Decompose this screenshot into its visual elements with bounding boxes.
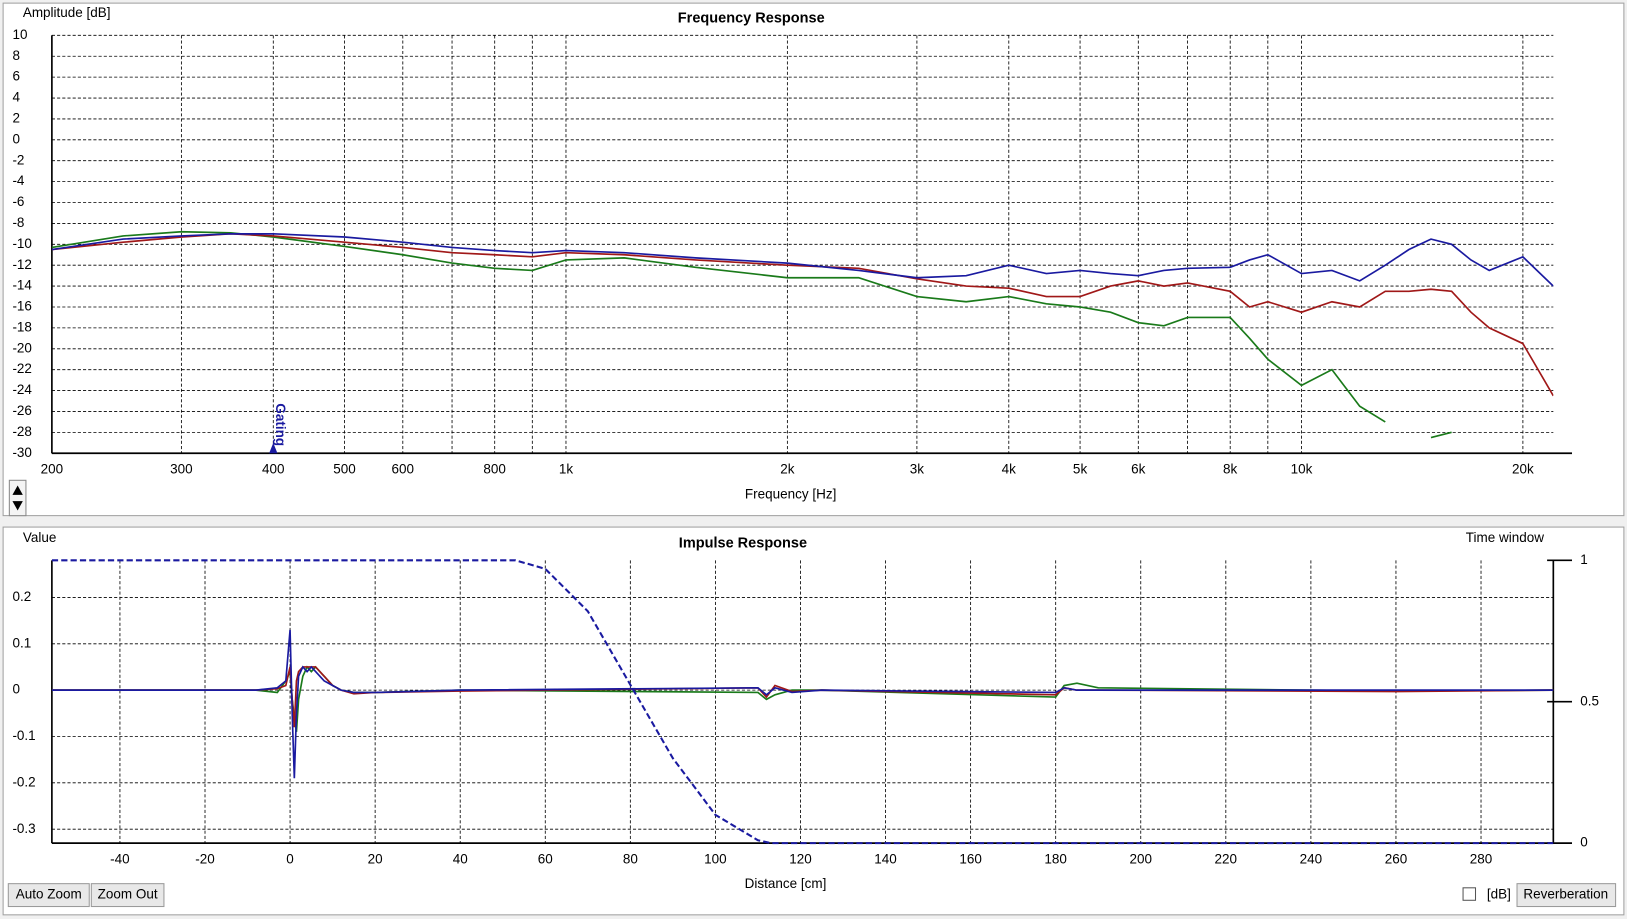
x-tick-label: 0 [286, 851, 294, 866]
y-tick-label: 10 [12, 27, 27, 42]
x-tick-label: 60 [538, 851, 553, 866]
button-frame [7, 883, 90, 908]
y-tick-label: 2 [12, 110, 20, 125]
db-checkbox[interactable]: [dB] [1462, 887, 1511, 902]
y-tick-label: -16 [12, 299, 31, 314]
y-tick-label: 4 [12, 90, 20, 105]
x-tick-label: 4k [1002, 461, 1016, 476]
x-tick-label: 240 [1300, 851, 1323, 866]
y-tick-label: -12 [12, 257, 31, 272]
x-tick-label: 180 [1044, 851, 1067, 866]
response-line [51, 233, 1554, 287]
x-tick-label: 120 [789, 851, 812, 866]
x-tick-label: -20 [195, 851, 214, 866]
button-label: Zoom Out [98, 887, 158, 902]
y2-tick-label: 1 [1580, 552, 1588, 567]
y-tick-label: -8 [12, 215, 24, 230]
y-tick-label: -0.1 [12, 728, 35, 743]
y-tick-label: 0 [12, 682, 20, 697]
x-tick-label: -40 [110, 851, 129, 866]
y-tick-label: -6 [12, 194, 24, 209]
spin-arrows [12, 485, 23, 511]
x-tick-label: 6k [1131, 461, 1145, 476]
impulse-panel [2, 526, 1625, 916]
y2-axis-label: Time window [1466, 530, 1544, 545]
y-tick-label: 0 [12, 131, 20, 146]
y-tick-label: 8 [12, 48, 20, 63]
x-tick-label: 20 [368, 851, 383, 866]
y-tick-label: -4 [12, 173, 24, 188]
checkbox [1462, 887, 1477, 901]
y-tick-label: 0.2 [12, 589, 31, 604]
x-tick-label: 280 [1470, 851, 1493, 866]
y-tick-label: -30 [12, 445, 31, 460]
x-tick-label: 5k [1073, 461, 1087, 476]
x-tick-label: 200 [1129, 851, 1152, 866]
y-axis-label: Amplitude [dB] [23, 5, 111, 20]
x-tick-label: 80 [623, 851, 638, 866]
frequency-panel [2, 2, 1625, 517]
y-tick-label: 0.1 [12, 635, 31, 650]
y-tick-label: -20 [12, 340, 31, 355]
y-tick-label: -24 [12, 382, 32, 397]
x-tick-label: 10k [1291, 461, 1313, 476]
x-tick-label: 800 [483, 461, 506, 476]
y-tick-label: -14 [12, 278, 32, 293]
chart-title: Frequency Response [678, 11, 825, 27]
x-tick-label: 100 [704, 851, 727, 866]
y-tick-label: 6 [12, 69, 20, 84]
y2-tick-label: 0 [1580, 835, 1588, 850]
x-tick-label: 300 [170, 461, 193, 476]
response-line [51, 629, 1554, 779]
x-tick-label: 1k [559, 461, 573, 476]
y-tick-label: -28 [12, 424, 31, 439]
x-tick-label: 500 [333, 461, 356, 476]
gating-marker [269, 442, 278, 454]
x-axis-label: Distance [cm] [745, 876, 827, 891]
x-tick-label: 140 [874, 851, 897, 866]
x-tick-label: 400 [262, 461, 285, 476]
y-tick-label: -18 [12, 319, 31, 334]
chart: Frequency Response Frequency [Hz] Amplitud… [12, 5, 1573, 501]
response-line [51, 230, 1452, 439]
x-tick-label: 40 [453, 851, 468, 866]
y-tick-label: -26 [12, 403, 31, 418]
x-axis-label: Frequency [Hz] [745, 486, 836, 501]
x-tick-label: 200 [41, 461, 64, 476]
response-line [51, 233, 1554, 397]
spin-buttons[interactable] [8, 479, 27, 517]
x-tick-label: 160 [959, 851, 982, 866]
button-frame [1516, 883, 1617, 908]
chart: Impulse Response Distance [cm] Value Time w… [12, 530, 1599, 891]
x-tick-label: 260 [1385, 851, 1408, 866]
auto-zoom-button[interactable]: Auto Zoom [7, 883, 90, 908]
y-tick-label: -0.2 [12, 774, 35, 789]
x-tick-label: 220 [1215, 851, 1238, 866]
x-tick-label: 8k [1223, 461, 1237, 476]
checkbox-label: [dB] [1487, 887, 1511, 902]
x-tick-label: 20k [1512, 461, 1534, 476]
x-tick-label: 2k [780, 461, 794, 476]
button-label: Auto Zoom [16, 887, 82, 902]
y-tick-label: -0.3 [12, 821, 35, 836]
y-tick-label: -10 [12, 236, 31, 251]
y-axis-label: Value [23, 530, 56, 545]
gating-label: Gating [273, 403, 288, 446]
x-tick-label: 600 [392, 461, 415, 476]
button-label: Reverberation [1523, 887, 1608, 902]
y-tick-label: -22 [12, 361, 31, 376]
zoom-out-button[interactable]: Zoom Out [90, 883, 165, 908]
button-frame [90, 883, 165, 908]
x-tick-label: 3k [910, 461, 924, 476]
y2-tick-label: 0.5 [1580, 693, 1599, 708]
time-window-line [51, 559, 1554, 845]
reverberation-button[interactable]: Reverberation [1516, 883, 1617, 908]
y-tick-label: -2 [12, 152, 24, 167]
spin-box [8, 479, 27, 517]
chart-title: Impulse Response [679, 536, 807, 552]
